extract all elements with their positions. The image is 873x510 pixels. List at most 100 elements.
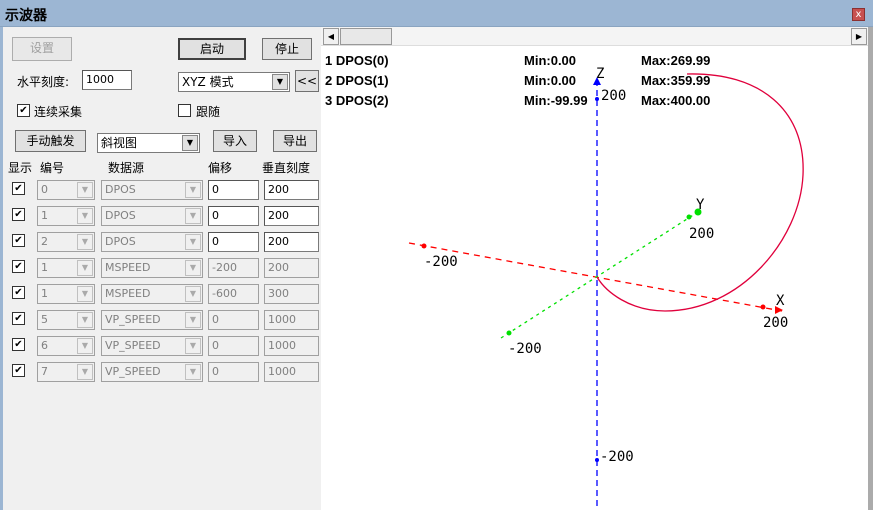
window-title: 示波器	[5, 8, 47, 24]
v-scale-input[interactable]: 200	[264, 232, 319, 252]
source-select[interactable]: DPOS ▼	[101, 180, 203, 200]
legend-name: 3 DPOS(2)	[325, 93, 389, 108]
v-scale-input[interactable]: 1000	[264, 362, 319, 382]
z-neg-tick	[595, 458, 599, 462]
z-arrow-icon	[593, 77, 601, 85]
chevron-down-icon: ▼	[272, 74, 288, 90]
settings-button[interactable]: 设置	[12, 37, 72, 61]
horizontal-scrollbar[interactable]: ◀ ▶	[321, 27, 868, 46]
source-select[interactable]: DPOS ▼	[101, 206, 203, 226]
v-scale-input[interactable]: 200	[264, 206, 319, 226]
x-pos-tick	[760, 304, 766, 310]
start-button[interactable]: 启动	[178, 38, 246, 60]
h-scale-input[interactable]: 1000	[82, 70, 132, 90]
legend-max: Max:269.99	[641, 53, 711, 68]
view-select[interactable]: 斜视图 ▼	[97, 133, 200, 153]
vertical-scrollbar[interactable]	[868, 27, 873, 510]
channel-num-select[interactable]: 1 ▼	[37, 206, 95, 226]
legend-max: Max:400.00	[641, 93, 711, 108]
channel-num-select[interactable]: 2 ▼	[37, 232, 95, 252]
offset-input[interactable]: -600	[208, 284, 259, 304]
channel-num-select[interactable]: 7 ▼	[37, 362, 95, 382]
v-scale-input[interactable]: 1000	[264, 310, 319, 330]
source-select[interactable]: VP_SPEED ▼	[101, 362, 203, 382]
source-value: DPOS	[105, 183, 136, 196]
show-checkbox[interactable]: ✔	[12, 182, 25, 195]
x-neg-label: -200	[424, 254, 458, 270]
show-checkbox[interactable]: ✔	[12, 364, 25, 377]
chevron-down-icon: ▼	[185, 312, 201, 328]
chevron-down-icon: ▼	[182, 135, 198, 151]
z-neg-label: -200	[600, 449, 634, 465]
y-arrow-icon	[694, 208, 702, 216]
source-select[interactable]: VP_SPEED ▼	[101, 310, 203, 330]
mode-select[interactable]: XYZ 模式 ▼	[178, 72, 290, 92]
v-scale-input[interactable]: 200	[264, 180, 319, 200]
channel-num-select[interactable]: 0 ▼	[37, 180, 95, 200]
offset-input[interactable]: 0	[208, 232, 259, 252]
source-select[interactable]: DPOS ▼	[101, 232, 203, 252]
offset-input[interactable]: -200	[208, 258, 259, 278]
offset-input[interactable]: 0	[208, 362, 259, 382]
y-neg-label: -200	[508, 341, 542, 357]
source-value: DPOS	[105, 235, 136, 248]
chevron-down-icon: ▼	[77, 182, 93, 198]
manual-trigger-button[interactable]: 手动触发	[15, 130, 86, 152]
continuous-checkbox[interactable]: ✔	[17, 104, 30, 117]
chevron-down-icon: ▼	[77, 208, 93, 224]
channel-num-value: 1	[41, 261, 48, 274]
y-axis-label: Y	[696, 197, 705, 213]
export-button[interactable]: 导出	[273, 130, 317, 152]
chevron-down-icon: ▼	[77, 338, 93, 354]
offset-input[interactable]: 0	[208, 180, 259, 200]
title-bar: 示波器 x	[0, 0, 873, 27]
chevron-down-icon: ▼	[77, 364, 93, 380]
source-select[interactable]: MSPEED ▼	[101, 284, 203, 304]
y-axis	[500, 211, 699, 339]
show-checkbox[interactable]: ✔	[12, 312, 25, 325]
scroll-right-icon[interactable]: ▶	[851, 28, 867, 45]
chevron-down-icon: ▼	[77, 260, 93, 276]
x-neg-tick	[421, 243, 427, 249]
show-checkbox[interactable]: ✔	[12, 286, 25, 299]
scroll-left-icon[interactable]: ◀	[323, 28, 339, 45]
offset-input[interactable]: 0	[208, 310, 259, 330]
show-checkbox[interactable]: ✔	[12, 338, 25, 351]
follow-checkbox[interactable]	[178, 104, 191, 117]
source-select[interactable]: VP_SPEED ▼	[101, 336, 203, 356]
y-pos-tick	[686, 214, 692, 220]
close-button[interactable]: x	[852, 8, 865, 21]
legend-max: Max:359.99	[641, 73, 711, 88]
channel-num-select[interactable]: 1 ▼	[37, 258, 95, 278]
channel-num-select[interactable]: 5 ▼	[37, 310, 95, 330]
offset-input[interactable]: 0	[208, 206, 259, 226]
channel-num-select[interactable]: 1 ▼	[37, 284, 95, 304]
show-checkbox[interactable]: ✔	[12, 208, 25, 221]
stop-button[interactable]: 停止	[262, 38, 312, 60]
header-show: 显示	[8, 161, 33, 175]
channel-num-select[interactable]: 6 ▼	[37, 336, 95, 356]
scroll-thumb[interactable]	[340, 28, 392, 45]
collapse-button[interactable]: <<	[295, 70, 319, 92]
v-scale-input[interactable]: 200	[264, 258, 319, 278]
import-button[interactable]: 导入	[213, 130, 257, 152]
chevron-down-icon: ▼	[185, 286, 201, 302]
source-select[interactable]: MSPEED ▼	[101, 258, 203, 278]
source-value: VP_SPEED	[105, 339, 161, 352]
v-scale-input[interactable]: 300	[264, 284, 319, 304]
v-scale-input[interactable]: 1000	[264, 336, 319, 356]
chevron-down-icon: ▼	[185, 338, 201, 354]
chevron-down-icon: ▼	[185, 182, 201, 198]
legend-name: 1 DPOS(0)	[325, 53, 389, 68]
show-checkbox[interactable]: ✔	[12, 234, 25, 247]
x-arrow-icon	[775, 306, 783, 314]
y-neg-tick	[506, 330, 512, 336]
show-checkbox[interactable]: ✔	[12, 260, 25, 273]
channel-num-value: 1	[41, 209, 48, 222]
channel-num-value: 0	[41, 183, 48, 196]
chevron-down-icon: ▼	[77, 312, 93, 328]
channel-num-value: 5	[41, 313, 48, 326]
source-value: DPOS	[105, 209, 136, 222]
offset-input[interactable]: 0	[208, 336, 259, 356]
continuous-label: 连续采集	[34, 105, 83, 119]
